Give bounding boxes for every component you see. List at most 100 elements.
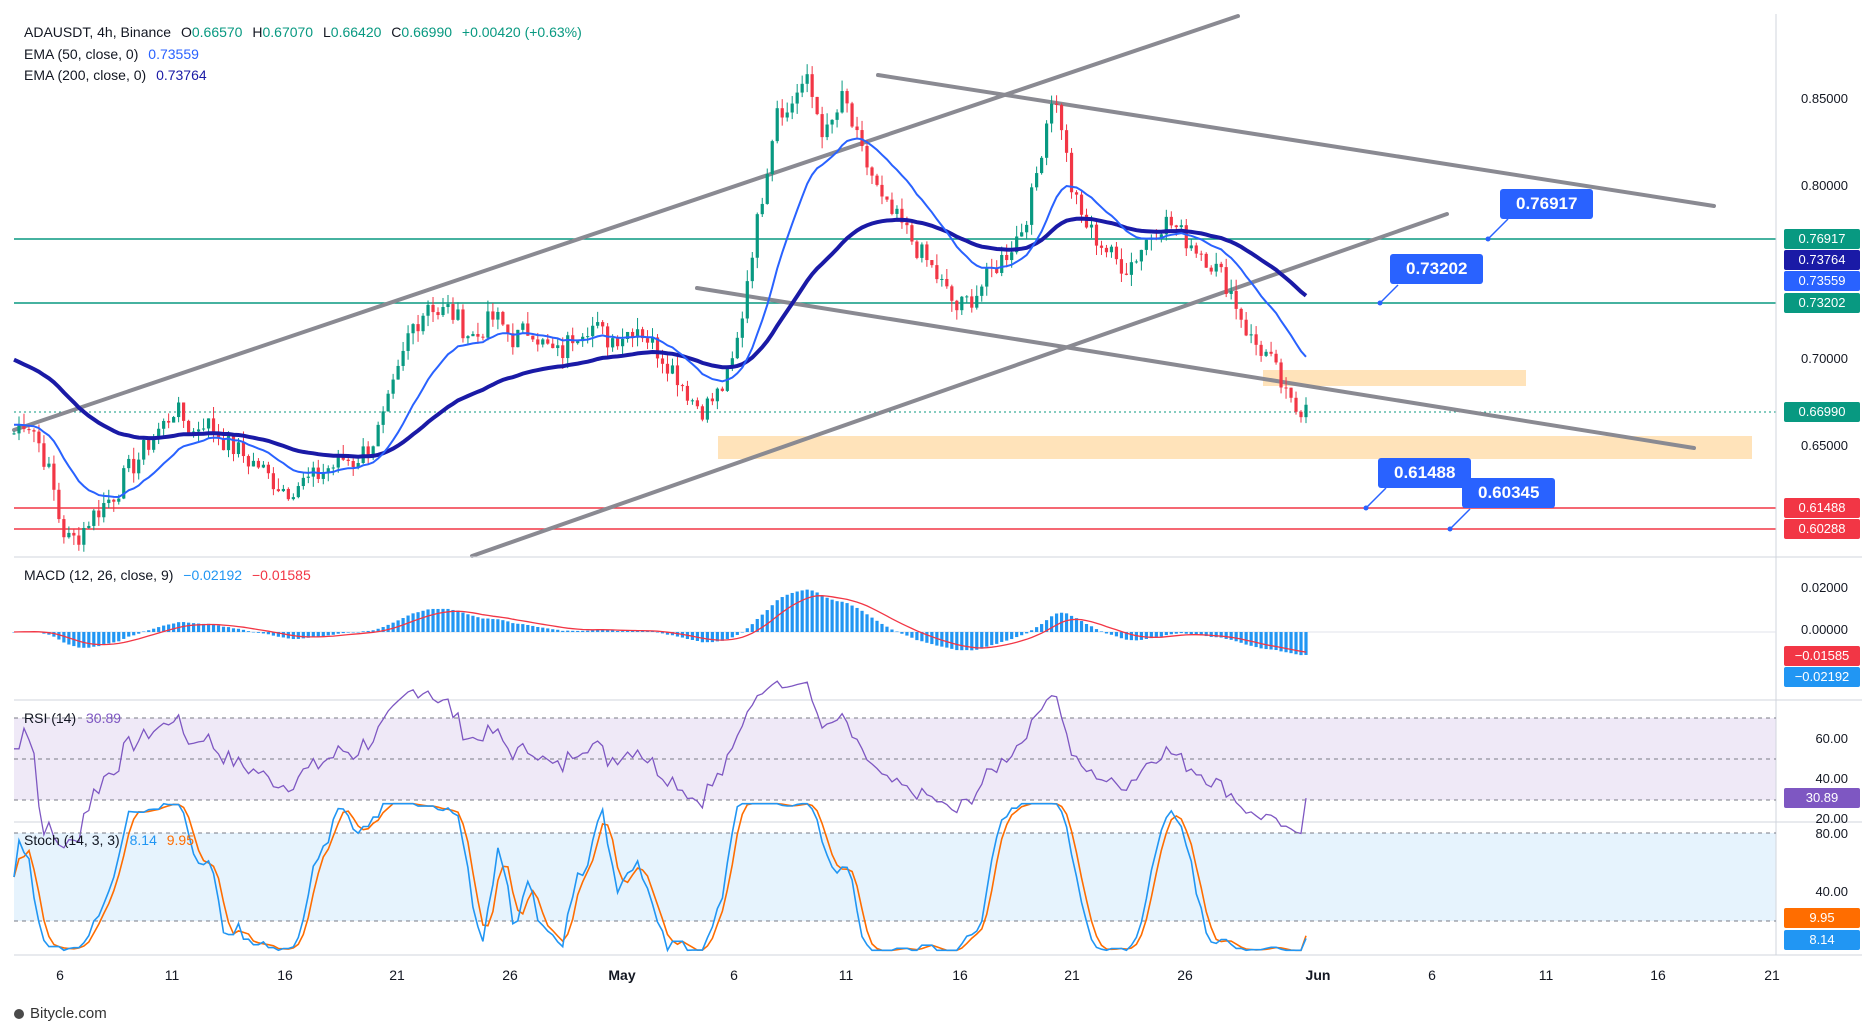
candle-body (1159, 234, 1163, 240)
candle-body (196, 429, 201, 432)
macd-bar (920, 632, 924, 642)
candle-body (760, 203, 764, 215)
candle-body (276, 489, 280, 492)
rsi-label: RSI (14) (24, 710, 77, 726)
macd-bar (167, 624, 171, 632)
macd-bar (421, 610, 425, 632)
candle-body (351, 460, 355, 468)
candle-body (1209, 267, 1213, 272)
candle-body (586, 336, 590, 338)
candle-body (77, 535, 81, 545)
macd-bar (147, 630, 151, 632)
macd-bar (201, 623, 206, 632)
macd-bar (366, 630, 370, 632)
macd-bar (910, 632, 914, 638)
candle-body (201, 428, 206, 430)
macd-bar (1179, 632, 1183, 634)
candle-body (1169, 216, 1173, 226)
macd-bar (895, 631, 899, 633)
macd-bar (191, 623, 196, 632)
low-value: 0.66420 (330, 24, 382, 40)
macd-bar (925, 632, 929, 643)
macd-bar (601, 629, 605, 632)
candle-body (22, 424, 26, 430)
candle-body (975, 295, 979, 308)
macd-bar (186, 622, 191, 632)
macd-bar (356, 632, 360, 633)
candle-body (740, 318, 744, 338)
candle-body (1045, 123, 1049, 158)
candle-body (12, 433, 16, 435)
candle-body (601, 322, 605, 327)
candle-body (885, 196, 889, 200)
candle-body (625, 331, 630, 339)
candle-body (810, 74, 814, 97)
candle-body (1064, 130, 1069, 153)
macd-bar (835, 601, 839, 632)
candle-body (670, 365, 675, 374)
candle-body (1025, 224, 1029, 233)
candle-body (72, 532, 76, 536)
macd-bar (640, 630, 645, 632)
macd-bar (1144, 632, 1148, 640)
macd-bar (1274, 632, 1278, 651)
macd-bar (426, 609, 430, 632)
candle-body (710, 398, 714, 402)
candle-body (182, 402, 186, 421)
macd-bar (311, 632, 315, 637)
macd-bar (780, 597, 784, 632)
macd-bar (556, 629, 560, 632)
macd-bar (1289, 632, 1293, 654)
macd-bar (411, 613, 415, 632)
x-tick-14: 16 (1650, 967, 1666, 983)
candle-body (870, 167, 874, 176)
macd-bar (1119, 632, 1124, 639)
candle-body (1099, 245, 1104, 248)
candle-body (655, 337, 660, 359)
candle-body (645, 338, 650, 343)
candle-body (441, 307, 445, 316)
candle-body (132, 458, 136, 474)
candle-body (306, 476, 310, 478)
macd-bar (216, 625, 221, 632)
candle-body (1264, 351, 1268, 356)
stoch-tick-40: 40.00 (1815, 884, 1848, 899)
price-tick-070: 0.70000 (1801, 351, 1848, 366)
candle-body (635, 329, 640, 338)
macd-bar (132, 632, 136, 636)
candle-body (965, 296, 969, 298)
macd-tick-002: 0.02000 (1801, 580, 1848, 595)
candle-body (1000, 254, 1004, 273)
macd-bar (1239, 632, 1243, 643)
macd-bar (665, 632, 670, 635)
macd-bar (97, 632, 101, 647)
macd-bar (551, 629, 555, 632)
candle-body (1254, 334, 1258, 345)
x-tick-13: 11 (1538, 967, 1554, 983)
macd-bar (157, 627, 161, 632)
candle-body (152, 437, 156, 450)
ohlc-close: C0.66990 (391, 24, 452, 40)
candle-body (1224, 267, 1228, 294)
candle-body (1144, 239, 1148, 250)
candle-body (770, 141, 774, 175)
candle-body (147, 439, 151, 450)
candle-body (92, 510, 96, 526)
macd-bar (990, 632, 994, 646)
ema50-label: EMA (50, close, 0) (24, 46, 139, 62)
price-tag-last: 0.66990 (1784, 402, 1860, 422)
candle-body (1229, 290, 1233, 294)
macd-bar (915, 632, 919, 641)
candle-body (705, 398, 709, 420)
ema50-line (14, 137, 1307, 499)
candle-body (366, 446, 370, 456)
candle-body (37, 431, 41, 444)
macd-value-1: −0.02192 (183, 567, 243, 583)
candle-body (970, 296, 974, 308)
candle-body (87, 525, 91, 528)
candle-body (620, 338, 625, 347)
rsi-value: 30.89 (86, 710, 122, 726)
candle-body (935, 265, 939, 280)
macd-bar (486, 618, 490, 632)
candle-body (501, 311, 505, 325)
